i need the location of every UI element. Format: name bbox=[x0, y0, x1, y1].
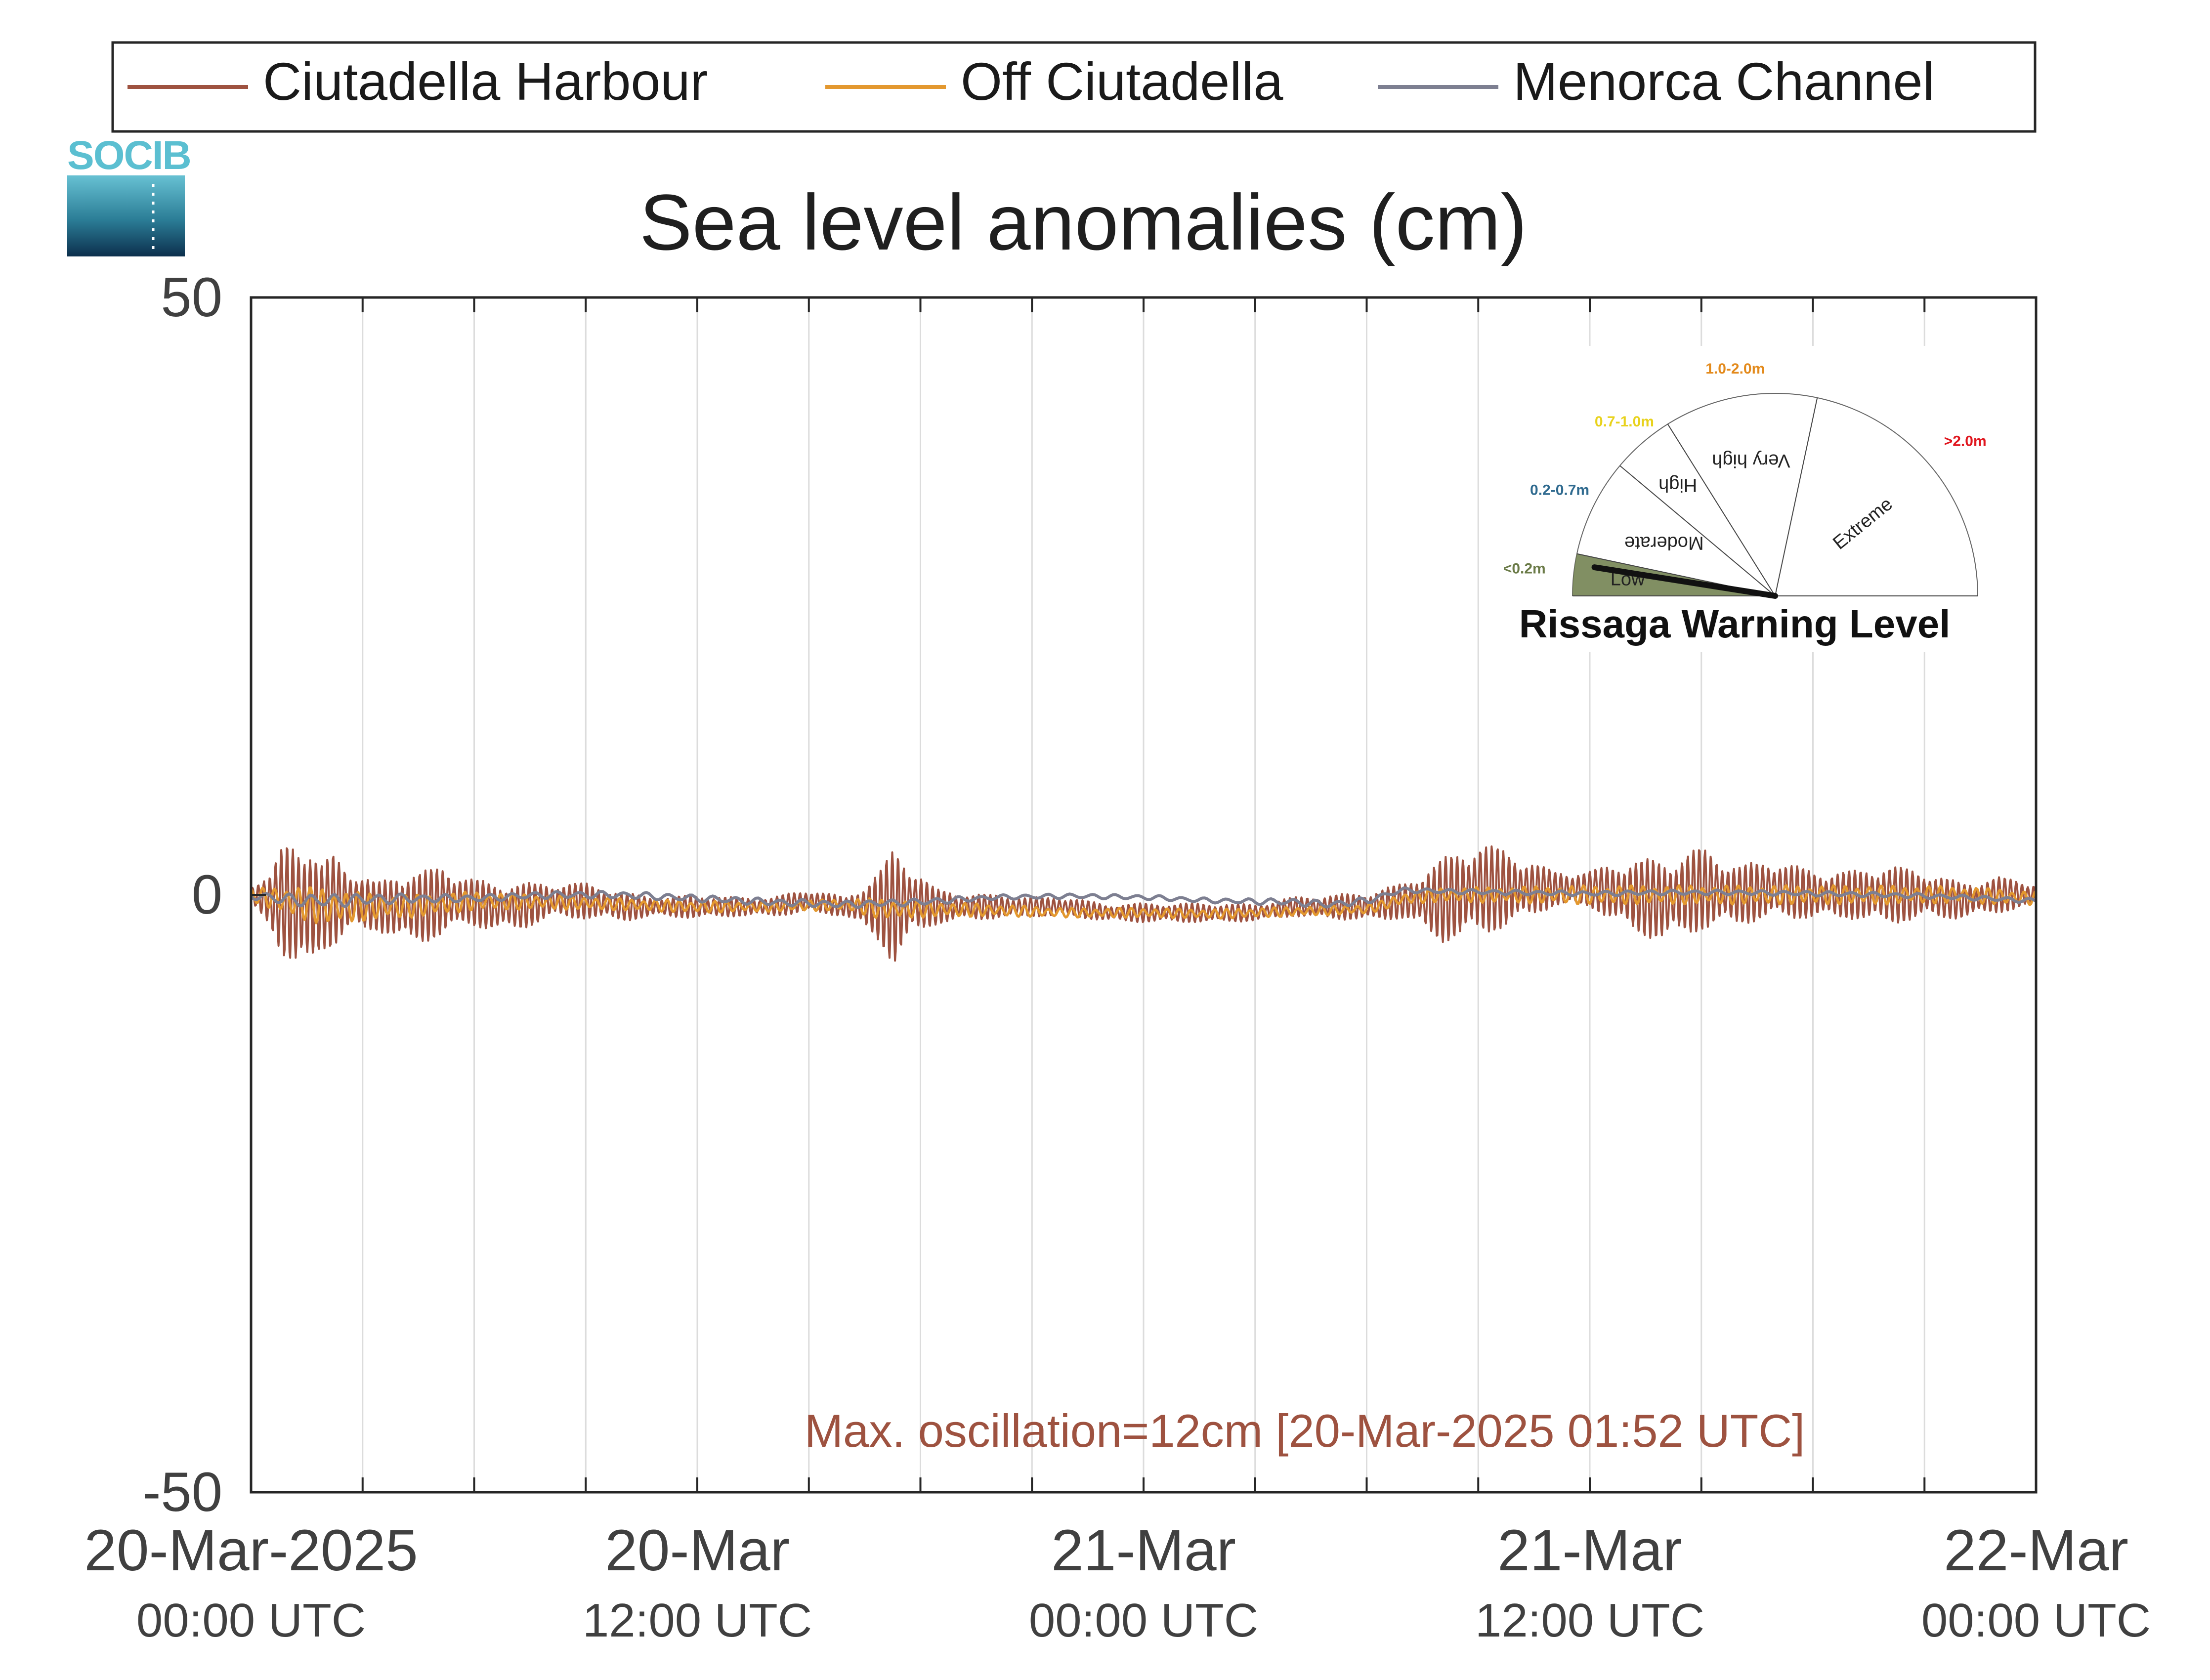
x-tick-sublabel: 12:00 UTC bbox=[583, 1594, 812, 1647]
series-line bbox=[250, 886, 2037, 909]
legend-label-off-ciutadella: Off Ciutadella bbox=[961, 51, 1283, 111]
legend-label-ciutadella-harbour: Ciutadella Harbour bbox=[263, 51, 708, 111]
gauge-segment-label: High bbox=[1658, 475, 1697, 496]
y-axis: -50 0 50 bbox=[142, 266, 266, 1523]
socib-logo: SOCIB bbox=[67, 133, 192, 256]
series-line bbox=[250, 845, 2037, 962]
x-tick-sublabel: 00:00 UTC bbox=[136, 1594, 366, 1647]
x-tick-marks bbox=[361, 297, 1926, 1492]
gauge-range-label: 1.0-2.0m bbox=[1705, 361, 1765, 377]
legend-label-menorca-channel: Menorca Channel bbox=[1513, 51, 1935, 111]
gauge-arc bbox=[1572, 393, 1978, 596]
legend: Ciutadella Harbour Off Ciutadella Menorc… bbox=[111, 41, 2037, 133]
gauge-segment-label: Moderate bbox=[1624, 532, 1704, 553]
y-tick-label: 50 bbox=[161, 266, 222, 328]
y-tick-label: -50 bbox=[142, 1461, 222, 1523]
legend-box bbox=[111, 41, 2037, 133]
gauge-divider bbox=[1667, 423, 1776, 596]
gauge-divider bbox=[1775, 397, 1818, 596]
gauge-range-label: 0.2-0.7m bbox=[1530, 482, 1589, 498]
socib-logo-text: SOCIB bbox=[67, 133, 191, 178]
x-tick-sublabel: 12:00 UTC bbox=[1475, 1594, 1704, 1647]
gauge-range-label: 0.7-1.0m bbox=[1595, 414, 1654, 430]
x-tick-label: 20-Mar bbox=[605, 1518, 790, 1583]
chart-title: Sea level anomalies (cm) bbox=[639, 178, 1527, 266]
gauge-range-label: <0.2m bbox=[1503, 561, 1546, 577]
x-tick-label: 21-Mar bbox=[1497, 1518, 1682, 1583]
gauge-title: Rissaga Warning Level bbox=[1519, 602, 1951, 646]
gauge-divider bbox=[1619, 465, 1776, 596]
gauge-segment-label: Very high bbox=[1712, 450, 1790, 471]
max-oscillation-annotation: Max. oscillation=12cm [20-Mar-2025 01:52… bbox=[805, 1405, 1805, 1457]
x-tick-label: 21-Mar bbox=[1051, 1518, 1236, 1583]
x-tick-sublabel: 00:00 UTC bbox=[1029, 1594, 1258, 1647]
gauge-needle bbox=[1591, 564, 1778, 599]
series-layer bbox=[250, 845, 2037, 962]
socib-logo-wave bbox=[67, 175, 185, 256]
y-tick-label: 0 bbox=[192, 864, 222, 925]
x-tick-label: 22-Mar bbox=[1944, 1518, 2128, 1583]
gauge-background bbox=[1492, 346, 2016, 652]
x-tick-label: 20-Mar-2025 bbox=[84, 1518, 418, 1583]
x-axis: 20-Mar-2025 00:00 UTC 20-Mar 12:00 UTC 21-Ma… bbox=[84, 1518, 2151, 1647]
gauge-range-label: >2.0m bbox=[1944, 433, 1987, 449]
x-tick-sublabel: 00:00 UTC bbox=[1921, 1594, 2151, 1647]
